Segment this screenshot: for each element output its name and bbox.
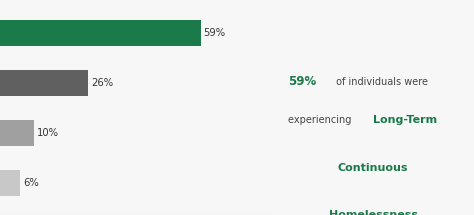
Text: 59%: 59%	[203, 28, 226, 37]
Bar	[0, 69, 89, 95]
Text: Long-Term: Long-Term	[373, 115, 438, 125]
Bar	[0, 169, 20, 195]
Bar	[0, 120, 34, 146]
Text: experiencing: experiencing	[289, 115, 355, 125]
Text: 6%: 6%	[23, 178, 39, 187]
Text: 59%: 59%	[289, 75, 317, 88]
Text: of individuals were: of individuals were	[333, 77, 428, 87]
Text: Continuous: Continuous	[338, 163, 409, 173]
Text: 10%: 10%	[37, 127, 59, 138]
Bar	[0, 20, 201, 46]
Text: Homelessness: Homelessness	[328, 210, 418, 215]
Text: 26%: 26%	[91, 77, 113, 88]
